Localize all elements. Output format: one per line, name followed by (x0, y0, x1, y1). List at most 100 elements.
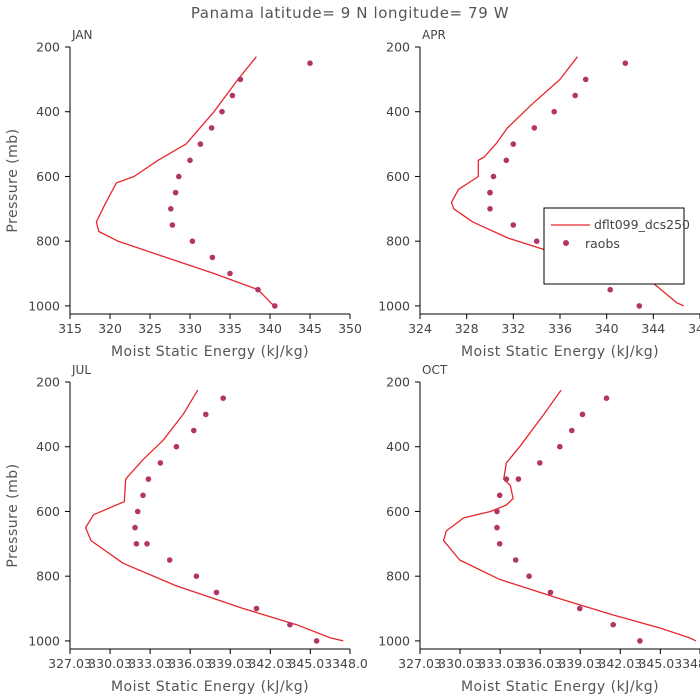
y-tick-label: 400 (386, 439, 410, 454)
obs-point (533, 238, 540, 244)
obs-point (526, 573, 532, 579)
obs-point (193, 573, 200, 579)
obs-point (176, 173, 182, 180)
obs-point (220, 395, 226, 402)
x-tick-label: 333.03 (478, 656, 522, 671)
panel-jul: JUL327.03330.03333.03336.03339.03342.033… (5, 363, 368, 695)
obs-point (557, 443, 563, 450)
panel-label: OCT (422, 363, 448, 377)
panel-jan: JAN 315 320 325 330 335 340 345 350 200 400 600 800 1… (5, 28, 362, 360)
x-axis-title: Moist Static Energy (kJ/kg) (461, 344, 659, 360)
y-tick-label: 200 (386, 375, 410, 390)
y-tick-label: 400 (36, 104, 60, 119)
x-tick-label: 315 (58, 321, 82, 336)
legend: dflt099_dcs250 raobs (543, 207, 690, 285)
x-tick-label: 345.03 (638, 656, 682, 671)
panel-oct: OCT 327.03330.03333.03336.03339.03342.033… (378, 363, 700, 695)
x-tick-label: 325 (138, 321, 162, 336)
panel-apr: APR 324 328 332 336 340 344 348 200 400 600 800 1000… (378, 28, 700, 360)
y-tick-label: 800 (36, 234, 60, 249)
obs-point (219, 108, 225, 115)
x-tick-label: 336 (548, 321, 572, 336)
x-tick-label: 327.03 (398, 656, 442, 671)
obs-point (569, 427, 575, 434)
panel-label: APR (422, 28, 446, 42)
x-tick-label: 344 (641, 321, 665, 336)
obs-point (208, 125, 215, 131)
y-tick-label: 400 (36, 439, 60, 454)
obs-point (512, 557, 519, 563)
obs-point (582, 76, 589, 83)
obs-point (503, 476, 510, 482)
obs-point (636, 303, 643, 309)
x-tick-label: 336.03 (168, 656, 212, 671)
obs-point (253, 605, 260, 612)
x-tick-label: 324 (408, 321, 432, 336)
x-tick-label: 336.03 (518, 656, 562, 671)
x-tick-label: 339.03 (558, 656, 602, 671)
y-tick-label: 600 (386, 169, 410, 184)
x-tick-label: 332 (501, 321, 525, 336)
obs-point (577, 605, 583, 612)
obs-point (490, 173, 497, 180)
x-tick-label: 327.03 (48, 656, 92, 671)
legend-model-label: dflt099_dcs250 (594, 217, 690, 232)
x-tick-label: 340 (258, 321, 282, 336)
y-tick-label: 800 (386, 234, 410, 249)
x-tick-label: 333.03 (128, 656, 172, 671)
panel-label: JAN (71, 28, 93, 42)
y-tick-label: 1000 (28, 633, 60, 648)
chart-title: Panama latitude= 9 N longitude= 79 W (191, 4, 509, 22)
x-axis-title: Moist Static Energy (kJ/kg) (111, 344, 309, 360)
x-tick-label: 330.03 (88, 656, 132, 671)
x-tick-label: 330.03 (438, 656, 482, 671)
obs-point (603, 395, 610, 402)
x-tick-label: 340 (595, 321, 619, 336)
obs-point (607, 286, 613, 293)
model-profile-line (442, 389, 697, 642)
obs-point (237, 76, 244, 83)
x-axis-title: Moist Static Energy (kJ/kg) (461, 679, 659, 695)
y-tick-label: 200 (36, 40, 60, 55)
legend-obs-swatch (563, 240, 569, 246)
obs-point (145, 476, 152, 482)
x-tick-label: 342.03 (598, 656, 642, 671)
y-tick-label: 600 (36, 504, 60, 519)
obs-point (515, 476, 522, 482)
obs-point (510, 141, 517, 147)
obs-point (494, 508, 500, 515)
obs-point (133, 541, 140, 547)
x-tick-label: 342.03 (248, 656, 292, 671)
obs-point (169, 222, 176, 228)
obs-point (307, 60, 313, 66)
y-axis-title: Pressure (mb) (5, 463, 21, 567)
obs-point (637, 638, 643, 644)
obs-point (531, 125, 538, 131)
x-tick-label: 330 (178, 321, 202, 336)
x-tick-label: 328 (455, 321, 479, 336)
obs-point (494, 524, 500, 531)
obs-point (503, 157, 510, 164)
obs-point (496, 492, 503, 499)
obs-point (496, 541, 503, 547)
obs-point (213, 589, 220, 596)
y-axis-title: Pressure (mb) (5, 128, 21, 232)
x-axis-title: Moist Static Energy (kJ/kg) (111, 679, 309, 695)
obs-point (547, 589, 554, 596)
obs-point (197, 141, 204, 147)
obs-point (272, 303, 278, 309)
legend-obs-label: raobs (585, 236, 620, 251)
obs-point (551, 108, 557, 115)
obs-point (229, 92, 236, 99)
y-tick-label: 1000 (378, 298, 410, 313)
obs-point (287, 621, 293, 628)
obs-point (189, 238, 196, 244)
y-tick-label: 600 (386, 504, 410, 519)
obs-point (313, 638, 320, 644)
y-tick-label: 1000 (378, 633, 410, 648)
obs-point (173, 443, 180, 450)
x-tick-label: 345 (298, 321, 322, 336)
y-tick-label: 400 (386, 104, 410, 119)
obs-point (255, 286, 261, 293)
obs-point (209, 254, 216, 261)
